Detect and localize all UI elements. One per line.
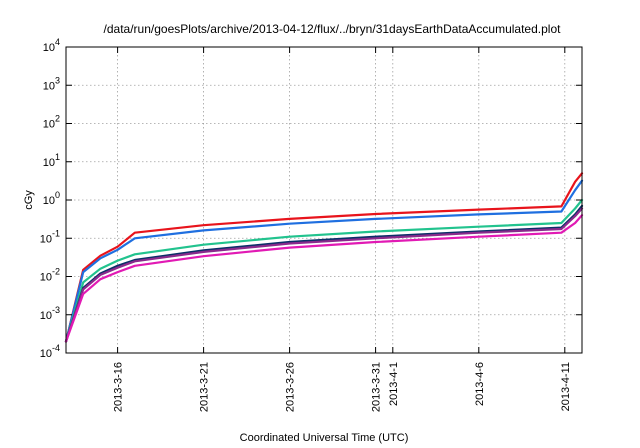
y-axis-label: cGy bbox=[23, 190, 35, 210]
series-line-5 bbox=[64, 207, 584, 343]
y-tick-label: 101 bbox=[43, 152, 60, 169]
y-tick-label: 102 bbox=[43, 114, 60, 131]
series-group bbox=[64, 172, 584, 343]
x-tick-label: 2013-3-16 bbox=[113, 362, 125, 412]
x-tick-label: 2013-3-21 bbox=[199, 362, 211, 412]
x-axis-label: Coordinated Universal Time (UTC) bbox=[240, 432, 409, 444]
series-line-6 bbox=[64, 214, 584, 343]
series-line-3 bbox=[64, 198, 584, 343]
x-tick-label: 2013-3-26 bbox=[285, 362, 297, 412]
y-tick-label: 10-1 bbox=[40, 228, 60, 245]
x-tick-label: 2013-4-11 bbox=[560, 362, 572, 411]
y-tick-label: 10-2 bbox=[40, 267, 60, 284]
x-tick-label: 2013-4-6 bbox=[474, 362, 486, 406]
y-tick-label: 10-4 bbox=[40, 343, 60, 360]
x-tick-label: 2013-4-1 bbox=[388, 362, 400, 406]
y-tick-label: 104 bbox=[43, 37, 60, 54]
y-tick-label: 100 bbox=[43, 190, 60, 207]
y-tick-label: 103 bbox=[43, 75, 60, 92]
series-line-1 bbox=[64, 172, 584, 343]
axis-ticks: 10-4 10-3 10-2 10-1 100 101 102 103 104 2013-3-16… bbox=[40, 37, 582, 412]
x-tick-label: 2013-3-31 bbox=[371, 362, 383, 412]
series-line-2 bbox=[64, 179, 584, 343]
grid bbox=[66, 47, 582, 353]
y-tick-label: 10-3 bbox=[40, 305, 60, 322]
chart-title: /data/run/goesPlots/archive/2013-04-12/f… bbox=[104, 22, 562, 36]
